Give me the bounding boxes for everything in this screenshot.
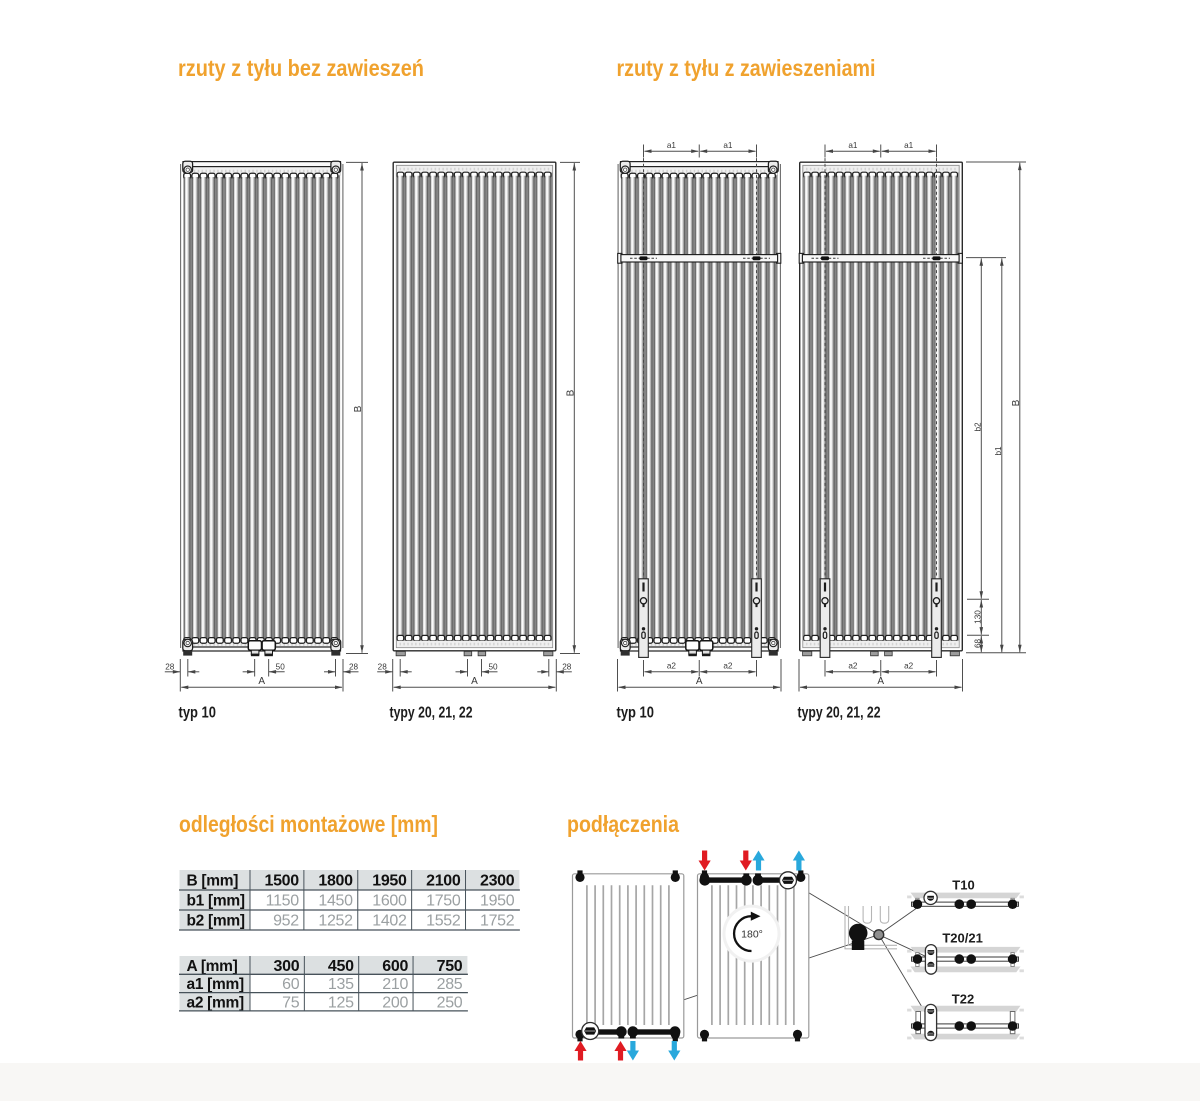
svg-text:A: A xyxy=(471,676,478,687)
svg-text:typy 20, 21, 22: typy 20, 21, 22 xyxy=(798,705,881,722)
svg-text:1950: 1950 xyxy=(480,893,515,910)
svg-text:B [mm]: B [mm] xyxy=(187,873,239,890)
svg-text:1600: 1600 xyxy=(372,893,407,910)
svg-text:typy 20, 21, 22: typy 20, 21, 22 xyxy=(390,705,473,722)
svg-text:A: A xyxy=(877,676,884,687)
svg-text:750: 750 xyxy=(437,958,463,975)
svg-text:1552: 1552 xyxy=(426,913,461,930)
svg-text:1800: 1800 xyxy=(318,873,353,890)
svg-text:b2: b2 xyxy=(973,422,982,432)
svg-text:a1: a1 xyxy=(848,141,858,150)
svg-text:50: 50 xyxy=(276,662,286,671)
svg-text:28: 28 xyxy=(562,662,572,671)
svg-text:A: A xyxy=(696,676,703,687)
svg-text:300: 300 xyxy=(274,958,300,975)
svg-text:T20/21: T20/21 xyxy=(942,931,982,946)
svg-text:1950: 1950 xyxy=(372,873,407,890)
svg-text:28: 28 xyxy=(349,662,359,671)
svg-text:B: B xyxy=(1011,399,1022,406)
svg-text:60: 60 xyxy=(282,976,300,993)
svg-text:200: 200 xyxy=(382,994,408,1011)
svg-text:b1 [mm]: b1 [mm] xyxy=(187,893,245,910)
svg-text:typ 10: typ 10 xyxy=(617,705,655,722)
svg-text:a1: a1 xyxy=(667,141,677,150)
svg-text:a2 [mm]: a2 [mm] xyxy=(187,994,244,1011)
svg-text:1500: 1500 xyxy=(264,873,299,890)
svg-text:210: 210 xyxy=(382,976,408,993)
svg-text:952: 952 xyxy=(273,913,299,930)
svg-text:1402: 1402 xyxy=(372,913,407,930)
svg-text:125: 125 xyxy=(328,994,354,1011)
svg-text:T10: T10 xyxy=(952,878,974,893)
svg-text:a1 [mm]: a1 [mm] xyxy=(187,976,244,993)
svg-text:28: 28 xyxy=(165,662,175,671)
svg-text:450: 450 xyxy=(328,958,354,975)
svg-text:B: B xyxy=(353,405,364,412)
svg-text:1252: 1252 xyxy=(318,913,353,930)
svg-text:1450: 1450 xyxy=(318,893,353,910)
svg-text:50: 50 xyxy=(489,662,499,671)
svg-text:68: 68 xyxy=(973,639,982,649)
svg-text:odległości montażowe [mm]: odległości montażowe [mm] xyxy=(179,811,438,837)
svg-text:b1: b1 xyxy=(994,446,1003,456)
svg-text:2300: 2300 xyxy=(480,873,515,890)
svg-text:1150: 1150 xyxy=(266,893,300,910)
svg-text:B: B xyxy=(565,389,576,396)
svg-text:b2 [mm]: b2 [mm] xyxy=(187,913,245,930)
svg-text:A: A xyxy=(258,676,265,687)
svg-text:2100: 2100 xyxy=(426,873,461,890)
svg-text:rzuty z tyłu z zawieszeniami: rzuty z tyłu z zawieszeniami xyxy=(617,55,876,81)
svg-text:rzuty z tyłu bez zawieszeń: rzuty z tyłu bez zawieszeń xyxy=(178,55,424,81)
svg-text:a1: a1 xyxy=(904,141,914,150)
svg-text:135: 135 xyxy=(328,976,354,993)
svg-text:75: 75 xyxy=(282,994,300,1011)
svg-text:a2: a2 xyxy=(723,662,733,671)
svg-text:1752: 1752 xyxy=(480,913,515,930)
svg-text:130: 130 xyxy=(973,610,982,624)
svg-text:typ 10: typ 10 xyxy=(179,705,217,722)
svg-text:A [mm]: A [mm] xyxy=(187,958,238,975)
svg-text:285: 285 xyxy=(437,976,463,993)
svg-text:1750: 1750 xyxy=(426,893,461,910)
svg-text:250: 250 xyxy=(437,994,463,1011)
svg-text:a1: a1 xyxy=(723,141,733,150)
svg-text:180°: 180° xyxy=(741,929,763,941)
svg-text:T22: T22 xyxy=(952,992,974,1007)
svg-text:600: 600 xyxy=(382,958,408,975)
svg-text:a2: a2 xyxy=(904,662,914,671)
svg-text:podłączenia: podłączenia xyxy=(567,811,679,837)
svg-text:a2: a2 xyxy=(667,662,677,671)
svg-text:28: 28 xyxy=(378,662,388,671)
svg-text:a2: a2 xyxy=(848,662,858,671)
